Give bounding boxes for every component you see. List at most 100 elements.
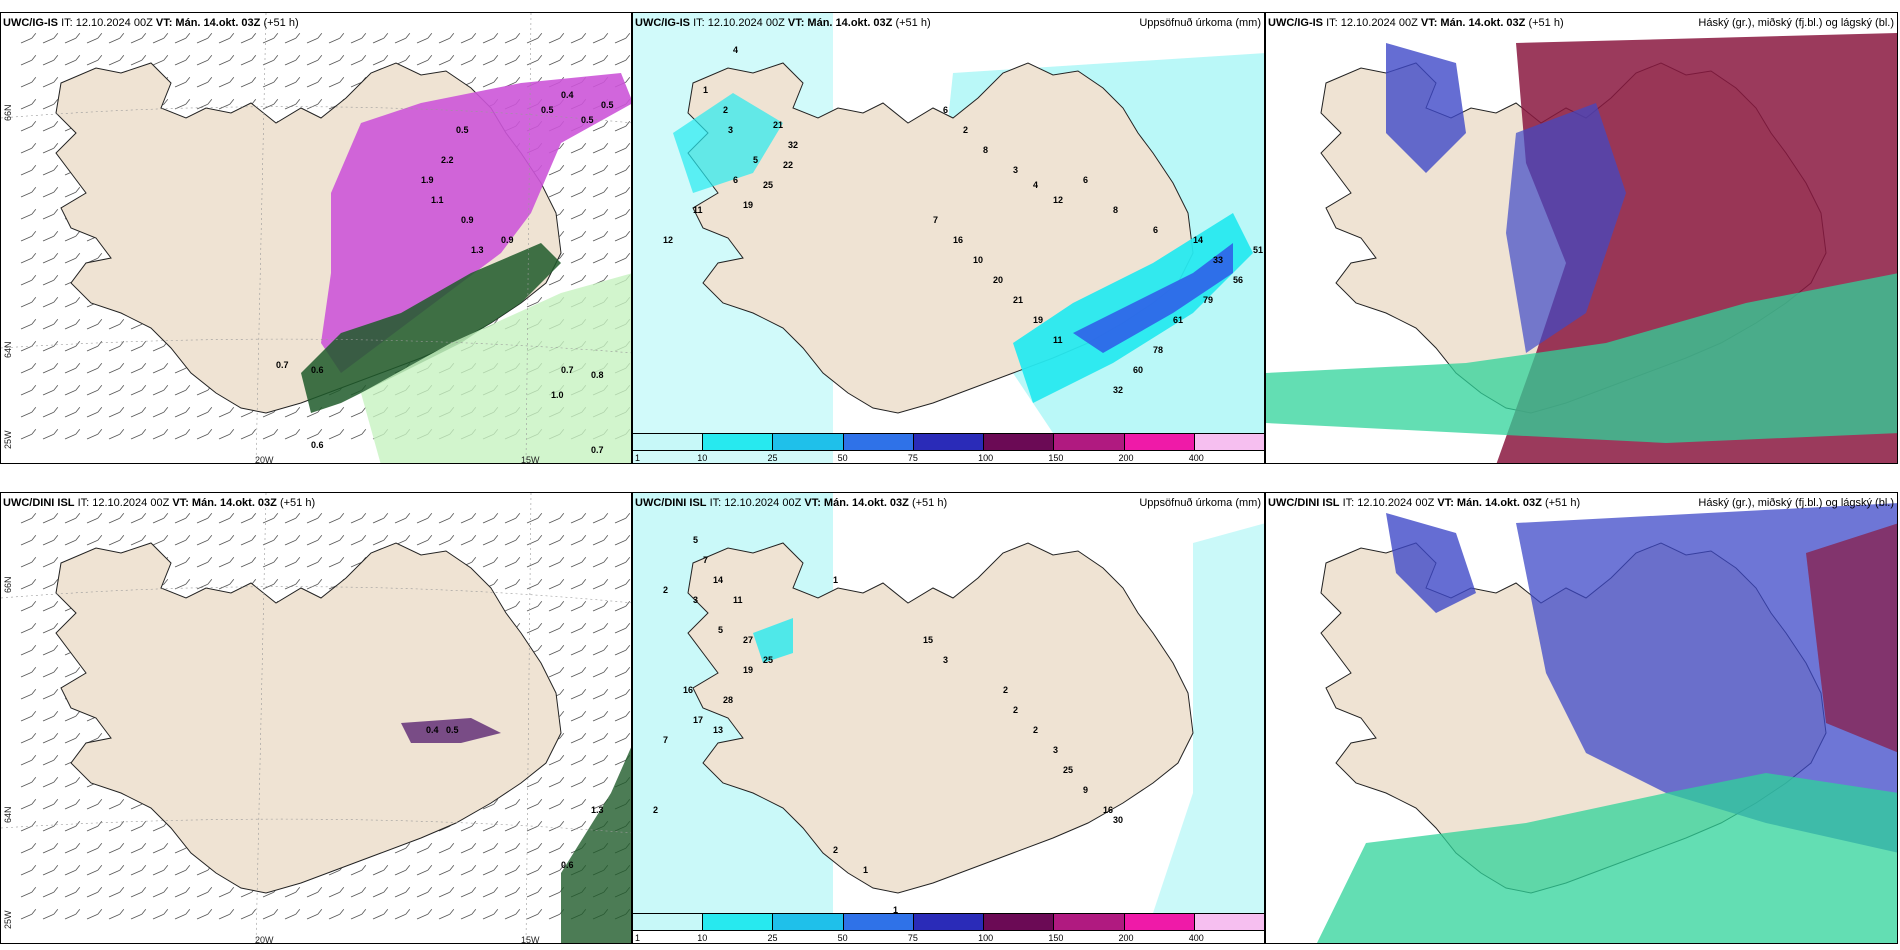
map-canvas xyxy=(1316,503,1897,943)
panel-title: UWC/IG-IS IT: 12.10.2024 00Z VT: Mán. 14… xyxy=(3,17,299,29)
map-value-label: 5 xyxy=(718,625,723,635)
colorbar-tick-label: 75 xyxy=(907,933,918,943)
map-value-label: 19 xyxy=(743,665,753,675)
map-value-label: 16 xyxy=(683,685,693,695)
axis-label-25w: 25W xyxy=(3,910,13,929)
map-value-label: 0.8 xyxy=(591,370,604,380)
colorbar-tick-label: 25 xyxy=(767,933,778,943)
colorbar-swatch xyxy=(843,914,914,930)
colorbar-swatch xyxy=(1194,434,1264,450)
colorbar-swatch xyxy=(984,434,1055,450)
map-value-label: 3 xyxy=(693,595,698,605)
map-value-label: 0.9 xyxy=(501,235,514,245)
colorbar-swatch xyxy=(913,914,985,930)
colorbar-swatch xyxy=(1054,914,1125,930)
cloud-low xyxy=(1316,773,1897,943)
map-value-label: 19 xyxy=(1033,315,1043,325)
map-value-label: 2 xyxy=(1013,705,1018,715)
map-value-label: 7 xyxy=(703,555,708,565)
cloud-mid-nw xyxy=(1386,43,1466,173)
map-canvas: 5723141152725191628171372153122232591630… xyxy=(633,493,1264,915)
rain-heavy xyxy=(301,243,561,413)
colorbar-swatch xyxy=(703,434,774,450)
map-value-label: 2 xyxy=(963,125,968,135)
map-value-label: 2 xyxy=(1033,725,1038,735)
cloud-low xyxy=(1266,273,1897,443)
map-value-label: 3 xyxy=(1053,745,1058,755)
map-value-label: 6 xyxy=(1083,175,1088,185)
map-value-label: 0.7 xyxy=(276,360,289,370)
map-value-label: 14 xyxy=(1193,235,1203,245)
colorbar-tick-label: 1 xyxy=(635,453,641,463)
map-value-label: 2 xyxy=(663,585,668,595)
map-value-label: 12 xyxy=(663,235,673,245)
map-panel-precip-ig: UWC/IG-IS IT: 12.10.2024 00Z VT: Mán. 14… xyxy=(632,12,1265,464)
map-value-label: 3 xyxy=(728,125,733,135)
cloud-high xyxy=(1806,523,1897,753)
map-value-label: 32 xyxy=(788,140,798,150)
map-value-label: 79 xyxy=(1203,295,1213,305)
map-panel-cloud-dini: UWC/DINI ISL IT: 12.10.2024 00Z VT: Mán.… xyxy=(1265,492,1898,944)
cloud-mid-nw xyxy=(1386,513,1476,613)
precip-west-core xyxy=(673,93,783,193)
map-value-label: 1 xyxy=(893,905,898,915)
graticule xyxy=(1,13,631,463)
map-value-label: 0.5 xyxy=(581,115,594,125)
map-canvas: 0.4 0.5 1.3 0.6 xyxy=(1,493,631,943)
map-value-label: 12 xyxy=(1053,195,1063,205)
map-value-label: 7 xyxy=(663,735,668,745)
map-value-label: 8 xyxy=(983,145,988,155)
axis-label-15w: 15W xyxy=(521,455,540,464)
colorbar-swatch xyxy=(703,914,774,930)
map-value-label: 6 xyxy=(733,175,738,185)
map-value-label: 0.9 xyxy=(461,215,474,225)
map-value-label: 1.3 xyxy=(471,245,484,255)
map-value-label: 0.5 xyxy=(601,100,614,110)
colorbar-tick-label: 10 xyxy=(697,453,708,463)
panel-legend-title: Uppsöfnuð úrkoma (mm) xyxy=(1139,17,1261,29)
colorbar-swatch xyxy=(984,914,1055,930)
panel-title: UWC/DINI ISL IT: 12.10.2024 00Z VT: Mán.… xyxy=(1268,497,1581,509)
map-value-label: 1.9 xyxy=(421,175,434,185)
map-value-label: 3 xyxy=(943,655,948,665)
precip-med xyxy=(753,618,793,663)
map-value-label: 6 xyxy=(1153,225,1158,235)
map-value-label: 0.6 xyxy=(311,440,324,450)
panel-legend-title: Háský (gr.), miðský (fj.bl.) og lágský (… xyxy=(1698,497,1894,509)
map-value-label: 0.5 xyxy=(446,725,459,735)
map-value-label: 25 xyxy=(763,655,773,665)
precip-colorbar xyxy=(633,433,1264,451)
snow-area xyxy=(401,718,501,743)
colorbar-tick-label: 50 xyxy=(837,933,848,943)
map-value-label: 21 xyxy=(1013,295,1023,305)
map-value-label: 0.7 xyxy=(561,365,574,375)
map-value-label: 1.0 xyxy=(551,390,564,400)
axis-label-66n: 66N xyxy=(3,104,13,121)
map-value-label: 11 xyxy=(693,205,703,215)
map-value-label: 4 xyxy=(733,45,738,55)
map-value-label: 1 xyxy=(833,575,838,585)
map-value-label: 13 xyxy=(713,725,723,735)
axis-label-15w: 15W xyxy=(521,935,540,944)
map-value-label: 2 xyxy=(833,845,838,855)
colorbar-swatch xyxy=(1054,434,1125,450)
colorbar-tick-label: 50 xyxy=(837,453,848,463)
colorbar-swatch xyxy=(1194,914,1264,930)
colorbar-swatch xyxy=(843,434,914,450)
map-value-label: 19 xyxy=(743,200,753,210)
map-canvas: 4123561121322225191262834126861433565179… xyxy=(633,13,1264,463)
map-value-label: 32 xyxy=(1113,385,1123,395)
colorbar-swatch xyxy=(773,914,844,930)
map-value-label: 25 xyxy=(763,180,773,190)
colorbar-tick-label: 200 xyxy=(1118,453,1134,463)
iceland-land xyxy=(687,542,1194,894)
map-value-label: 3 xyxy=(1013,165,1018,175)
map-value-label: 4 xyxy=(1033,180,1038,190)
map-value-label: 5 xyxy=(693,535,698,545)
colorbar-swatch xyxy=(773,434,844,450)
iceland-land xyxy=(55,542,562,894)
map-panel-wind-ig: UWC/IG-IS IT: 12.10.2024 00Z VT: Mán. 14… xyxy=(0,12,632,464)
snow-area xyxy=(321,73,631,373)
map-value-label: 0.4 xyxy=(561,90,574,100)
colorbar-tick-label: 10 xyxy=(697,933,708,943)
